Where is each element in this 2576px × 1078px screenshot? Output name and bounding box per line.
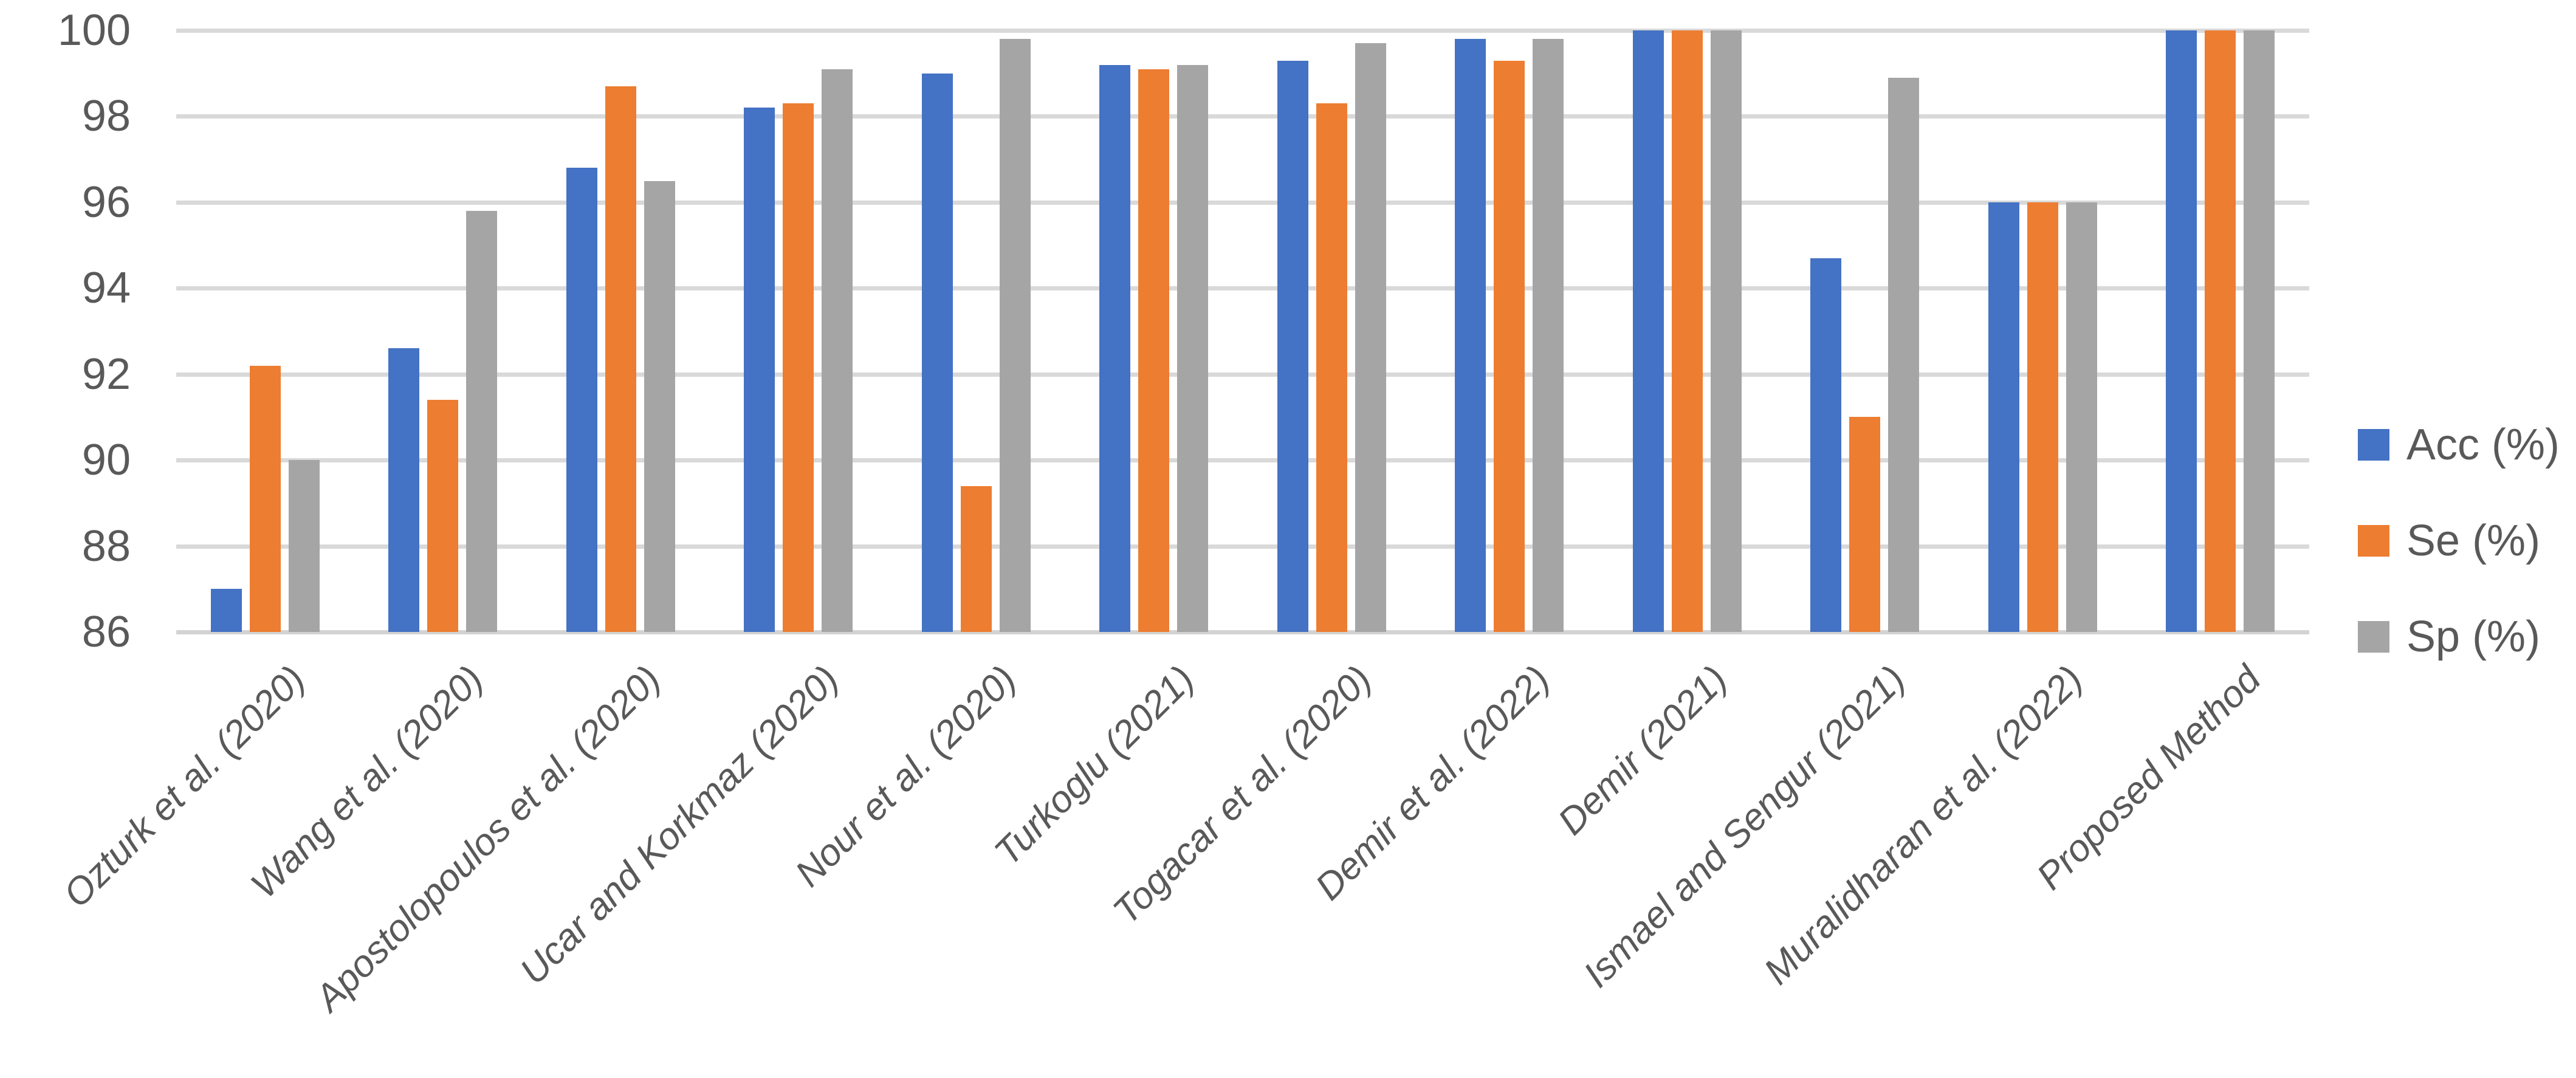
bar-acc bbox=[1099, 64, 1131, 632]
legend-label: Sp (%) bbox=[2406, 613, 2541, 661]
bar-sp bbox=[2066, 202, 2097, 632]
bar-acc bbox=[1810, 258, 1842, 632]
bar-se bbox=[1849, 417, 1881, 632]
gridline-88 bbox=[176, 544, 2309, 549]
x-axis-line bbox=[176, 630, 2309, 634]
bar-se bbox=[960, 486, 992, 632]
legend-item-sp: Sp (%) bbox=[2358, 611, 2560, 662]
bar-se bbox=[1316, 103, 1347, 632]
legend-label: Acc (%) bbox=[2406, 421, 2560, 469]
bar-acc bbox=[1632, 30, 1664, 632]
gridline-92 bbox=[176, 372, 2309, 377]
gridline-98 bbox=[176, 114, 2309, 119]
x-tick-label: Ismael and Sengur (2021) bbox=[1575, 657, 1914, 996]
bar-acc bbox=[2166, 30, 2197, 632]
gridline-94 bbox=[176, 286, 2309, 291]
y-tick-label: 88 bbox=[81, 521, 131, 571]
bar-sp bbox=[1177, 64, 1209, 632]
bar-acc bbox=[566, 168, 597, 632]
bar-acc bbox=[1277, 60, 1308, 632]
bar-sp bbox=[2244, 30, 2275, 632]
bar-se bbox=[1494, 60, 1525, 632]
bar-se bbox=[249, 365, 281, 632]
bar-se bbox=[1138, 69, 1170, 632]
legend-item-acc: Acc (%) bbox=[2358, 419, 2560, 470]
bar-se bbox=[605, 86, 636, 632]
y-tick-label: 90 bbox=[81, 436, 131, 485]
bar-acc bbox=[1988, 202, 2019, 632]
bar-se bbox=[783, 103, 814, 632]
bar-sp bbox=[288, 460, 320, 632]
x-tick-label: Ucar and Korkmaz (2020) bbox=[512, 657, 847, 993]
legend-swatch-icon bbox=[2358, 429, 2389, 461]
y-tick-label: 86 bbox=[81, 608, 131, 656]
gridline-90 bbox=[176, 458, 2309, 463]
y-tick-label: 94 bbox=[81, 264, 131, 313]
gridline-96 bbox=[176, 200, 2309, 205]
gridline-100 bbox=[176, 29, 2309, 33]
bar-sp bbox=[822, 69, 853, 632]
bar-acc bbox=[921, 73, 953, 632]
x-tick-label: Apostolopoulos et al. (2020) bbox=[307, 657, 669, 1020]
bar-sp bbox=[466, 211, 498, 632]
bar-acc bbox=[210, 589, 242, 632]
y-tick-label: 96 bbox=[81, 177, 131, 227]
bar-sp bbox=[999, 39, 1031, 632]
bar-sp bbox=[1710, 30, 1742, 632]
bar-sp bbox=[1355, 43, 1386, 632]
bar-sp bbox=[1888, 77, 1920, 632]
x-tick-label: Muralidharan et al. (2022) bbox=[1756, 657, 2091, 993]
legend-item-se: Se (%) bbox=[2358, 515, 2560, 566]
legend-swatch-icon bbox=[2358, 621, 2389, 653]
bar-acc bbox=[1455, 39, 1486, 632]
bar-sp bbox=[1533, 39, 1564, 632]
bar-se bbox=[1671, 30, 1703, 632]
legend-swatch-icon bbox=[2358, 525, 2389, 557]
legend: Acc (%) Se (%) Sp (%) bbox=[2358, 419, 2560, 662]
bar-se bbox=[2205, 30, 2236, 632]
x-tick-label: Demir (2021) bbox=[1550, 657, 1736, 843]
y-tick-label: 98 bbox=[81, 92, 131, 141]
bar-se bbox=[2027, 202, 2058, 632]
y-tick-label: 92 bbox=[81, 349, 131, 399]
legend-label: Se (%) bbox=[2406, 517, 2541, 565]
bar-se bbox=[427, 400, 459, 632]
y-tick-label: 100 bbox=[57, 6, 131, 55]
bar-acc bbox=[744, 108, 775, 632]
bar-sp bbox=[644, 180, 675, 632]
bar-acc bbox=[388, 348, 420, 632]
